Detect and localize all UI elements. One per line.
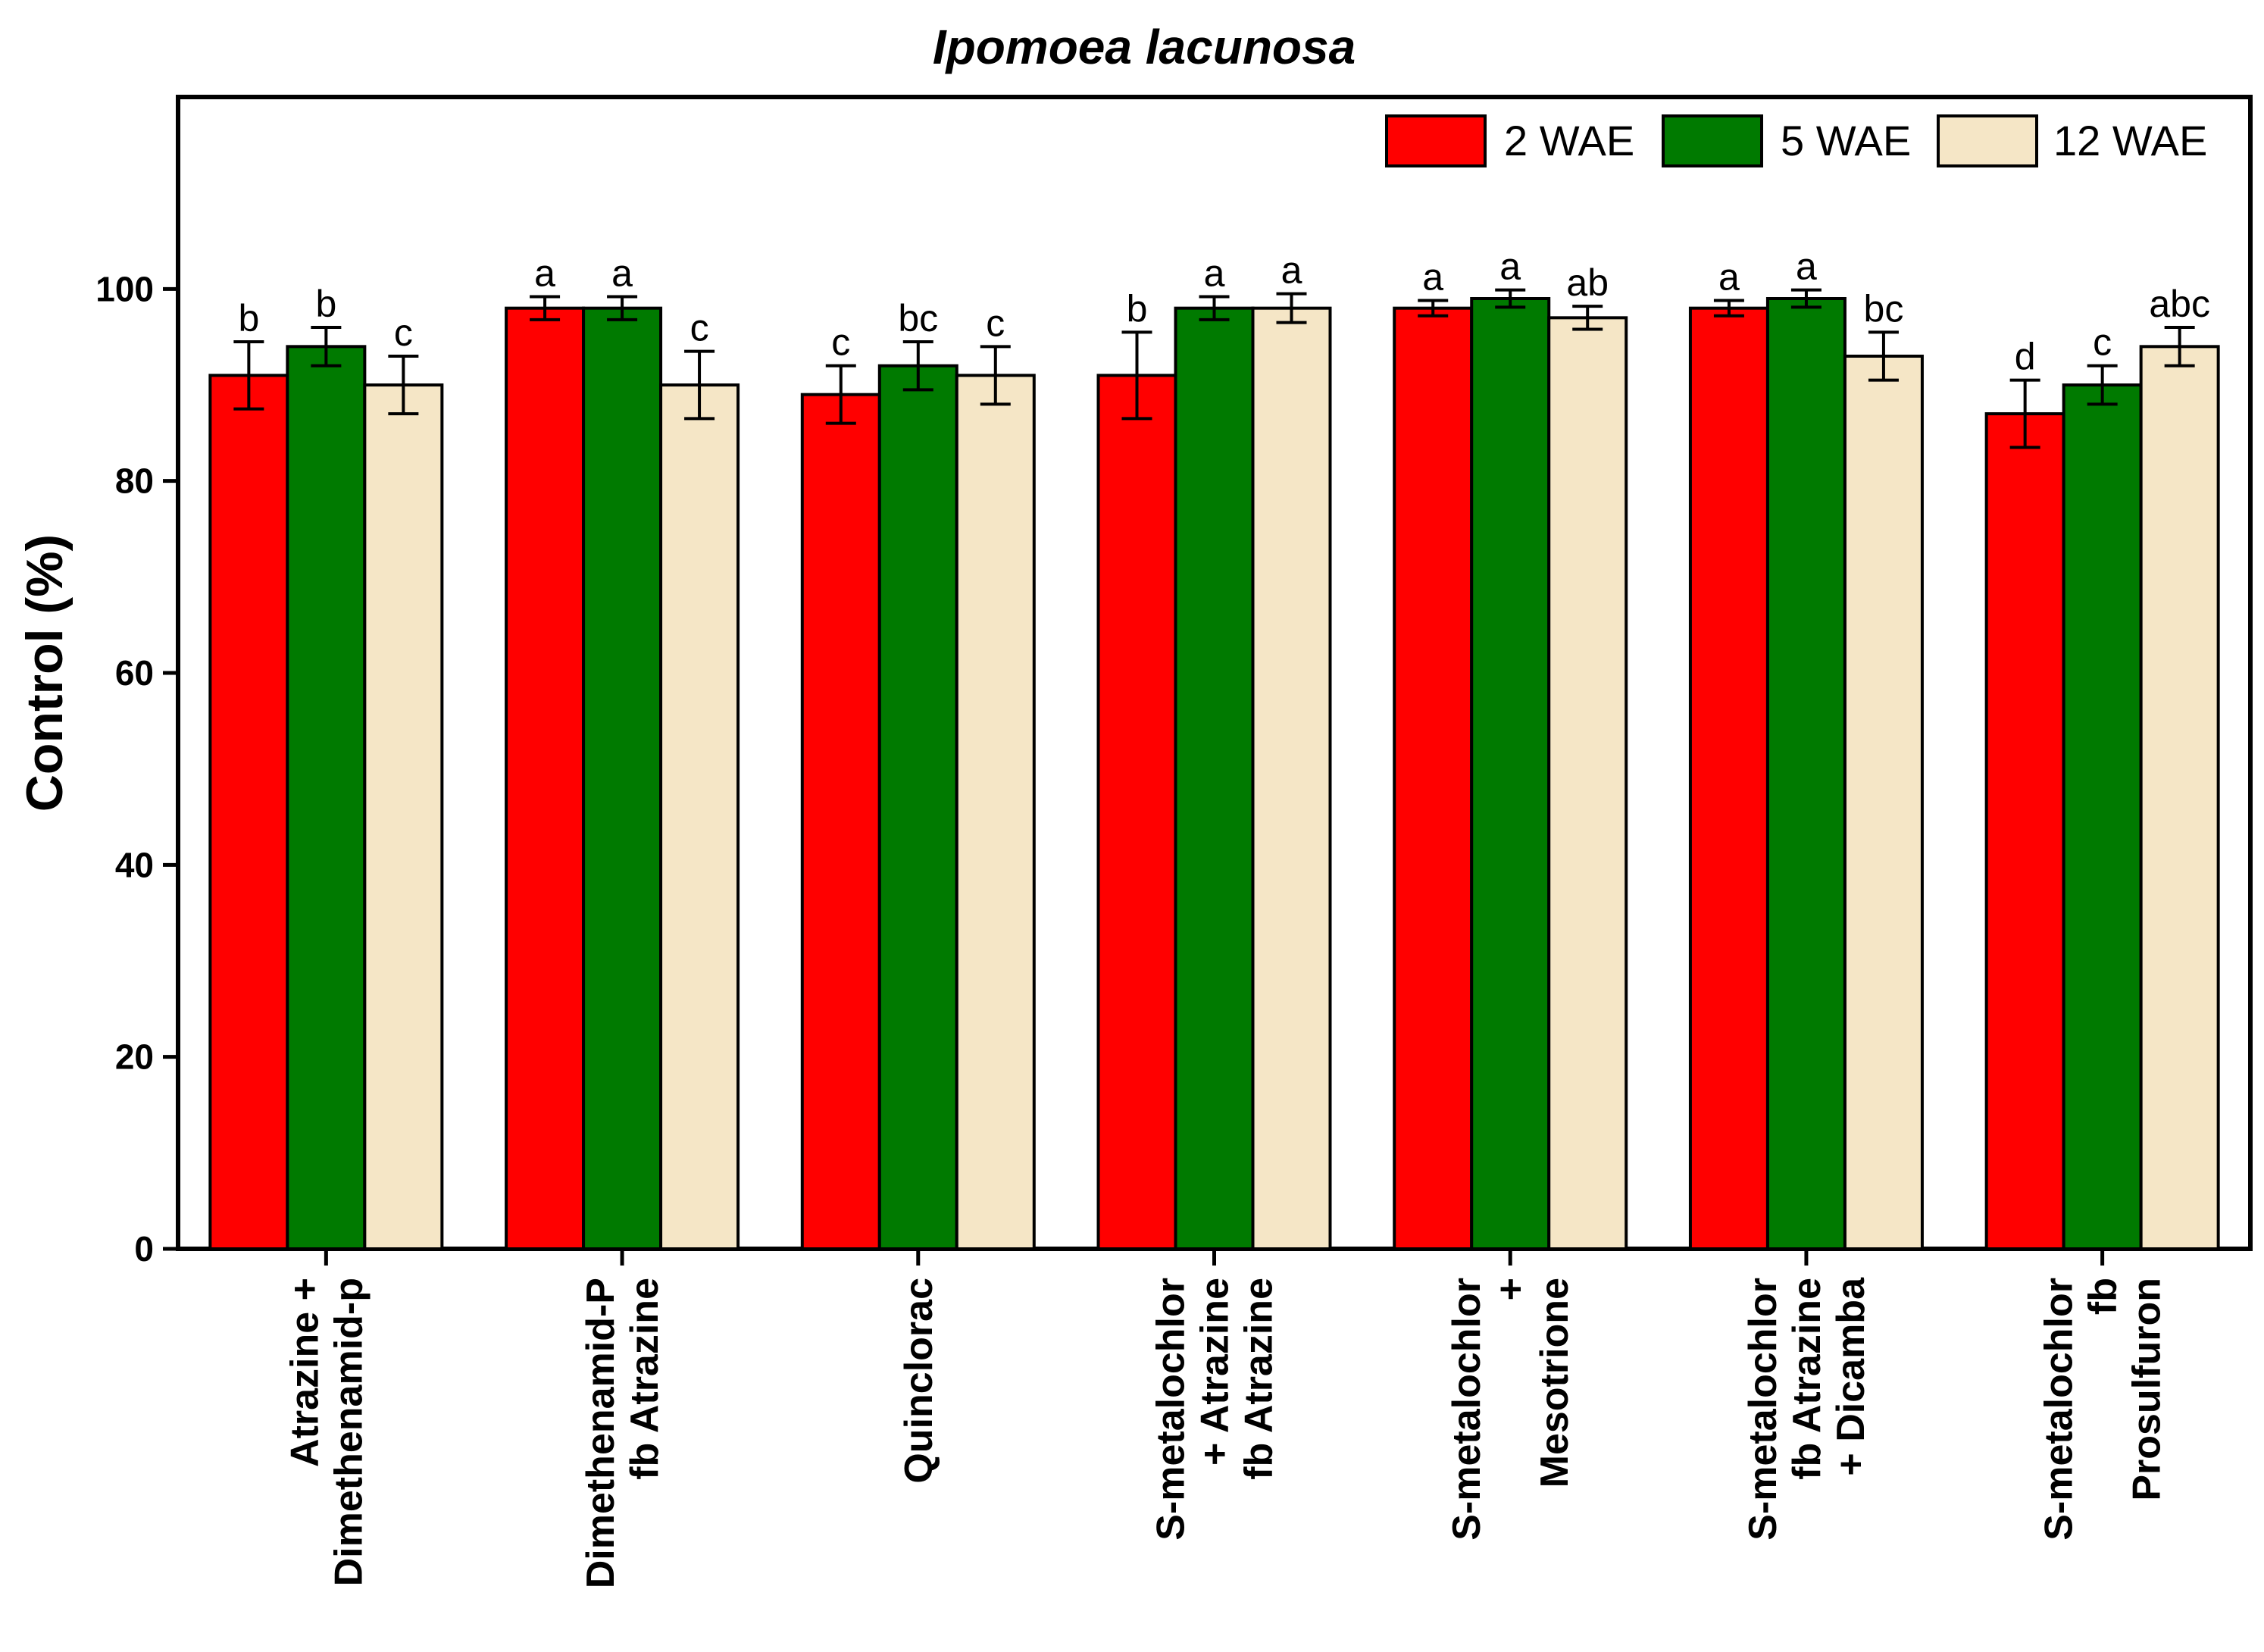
significance-letter: a: [1204, 252, 1225, 294]
significance-letter: a: [611, 252, 633, 294]
bar: [1547, 316, 1628, 1250]
y-tick-label: 20: [115, 1037, 154, 1077]
legend-swatch: [1662, 114, 1763, 167]
significance-letter: a: [1499, 246, 1521, 288]
y-axis-label: Control (%): [16, 534, 73, 812]
x-tick-label: S-metalochlor fb Atrazine + Dicamba: [1741, 1277, 1873, 1541]
x-axis: Atrazine + Dimethenamid-p Dimethenamid-P fb…: [283, 1249, 2169, 1588]
x-tick-label: S-metalochlor + Mesotrione: [1445, 1278, 1577, 1541]
bar: [363, 383, 444, 1250]
legend-label: 5 WAE: [1781, 117, 1911, 164]
legend-label: 12 WAE: [2053, 117, 2207, 164]
x-tick-label: Atrazine + Dimethenamid-p: [283, 1278, 371, 1586]
significance-letter: a: [1796, 246, 1817, 288]
x-tick-label-line: fb Atrazine: [1237, 1278, 1281, 1480]
bar: [1984, 412, 2065, 1250]
significance-letter: a: [1422, 256, 1443, 299]
significance-letter: c: [831, 321, 850, 364]
bar: [955, 374, 1036, 1250]
x-tick-label-line: S-metalochlor: [2037, 1278, 2081, 1541]
significance-letter: c: [394, 311, 413, 354]
y-tick-label: 0: [134, 1229, 154, 1269]
legend: 2 WAE 5 WAE 12 WAE: [1385, 114, 2207, 167]
y-tick-label: 60: [115, 653, 154, 693]
x-tick-label-line: +: [1489, 1278, 1533, 1300]
significance-letter: c: [2093, 321, 2112, 364]
x-tick-label-line: Prosulfuron: [2125, 1278, 2169, 1501]
bar: [800, 393, 881, 1251]
significance-letter: a: [1718, 256, 1740, 299]
significance-letter: b: [315, 283, 336, 325]
bar: [1393, 306, 1474, 1251]
x-tick-label-line: Quinclorac: [897, 1278, 941, 1484]
x-tick-label-line: fb Atrazine: [623, 1278, 667, 1480]
x-tick-label-line: + Dicamba: [1829, 1277, 1873, 1476]
significance-letter: ab: [1566, 261, 1609, 304]
legend-swatch: [1385, 114, 1487, 167]
significance-letter: abc: [2149, 283, 2210, 325]
significance-letter: c: [690, 307, 709, 349]
x-tick-label: Quinclorac: [897, 1278, 941, 1484]
bar: [1843, 355, 1924, 1250]
bar: [1688, 306, 1769, 1251]
x-tick-label-line: fb: [2081, 1278, 2125, 1315]
bar: [208, 374, 289, 1250]
x-tick-label-line: S-metalochlor: [1741, 1278, 1785, 1541]
x-tick-label: S-metalochlor + Atrazine fb Atrazine: [1149, 1278, 1281, 1541]
x-tick-label-line: Dimethenamid-P: [579, 1278, 623, 1588]
y-tick-label: 80: [115, 461, 154, 501]
y-axis: 0 20 40 60 80 100: [95, 269, 178, 1269]
y-tick-label: 40: [115, 845, 154, 884]
significance-letter: d: [2015, 336, 2036, 378]
significance-letter: c: [986, 302, 1005, 344]
x-tick-label-line: S-metalochlor: [1445, 1278, 1489, 1541]
x-tick-label: Dimethenamid-P fb Atrazine: [579, 1278, 667, 1588]
significance-letter: b: [1127, 287, 1148, 330]
bar: [2139, 345, 2220, 1250]
chart-title: Ipomoea lacunosa: [933, 20, 1356, 74]
bar: [659, 383, 740, 1250]
bar: [505, 306, 586, 1251]
bar: [286, 345, 367, 1250]
x-tick-label-line: Mesotrione: [1533, 1278, 1577, 1488]
x-tick-label: S-metalochlor fb Prosulfuron: [2037, 1278, 2169, 1541]
x-tick-label-line: Dimethenamid-p: [327, 1278, 371, 1586]
bar: [1174, 306, 1255, 1251]
bar: [1470, 297, 1551, 1250]
significance-letter: bc: [898, 297, 938, 339]
bar: [1251, 306, 1332, 1251]
legend-swatch: [1937, 114, 2038, 167]
bar: [877, 364, 958, 1251]
bar: [1096, 374, 1177, 1250]
bar: [582, 306, 663, 1251]
significance-letter: a: [534, 252, 555, 294]
bar: [1765, 297, 1847, 1250]
x-tick-label-line: Atrazine +: [283, 1278, 327, 1467]
x-tick-label-line: S-metalochlor: [1149, 1278, 1193, 1541]
x-tick-label-line: fb Atrazine: [1785, 1278, 1829, 1480]
significance-letter: b: [238, 297, 259, 339]
legend-label: 2 WAE: [1504, 117, 1634, 164]
y-tick-label: 100: [95, 269, 154, 308]
x-tick-label-line: + Atrazine: [1193, 1278, 1237, 1466]
bar: [2062, 383, 2143, 1250]
significance-letter: bc: [1864, 287, 1904, 330]
significance-letter: a: [1281, 249, 1302, 292]
